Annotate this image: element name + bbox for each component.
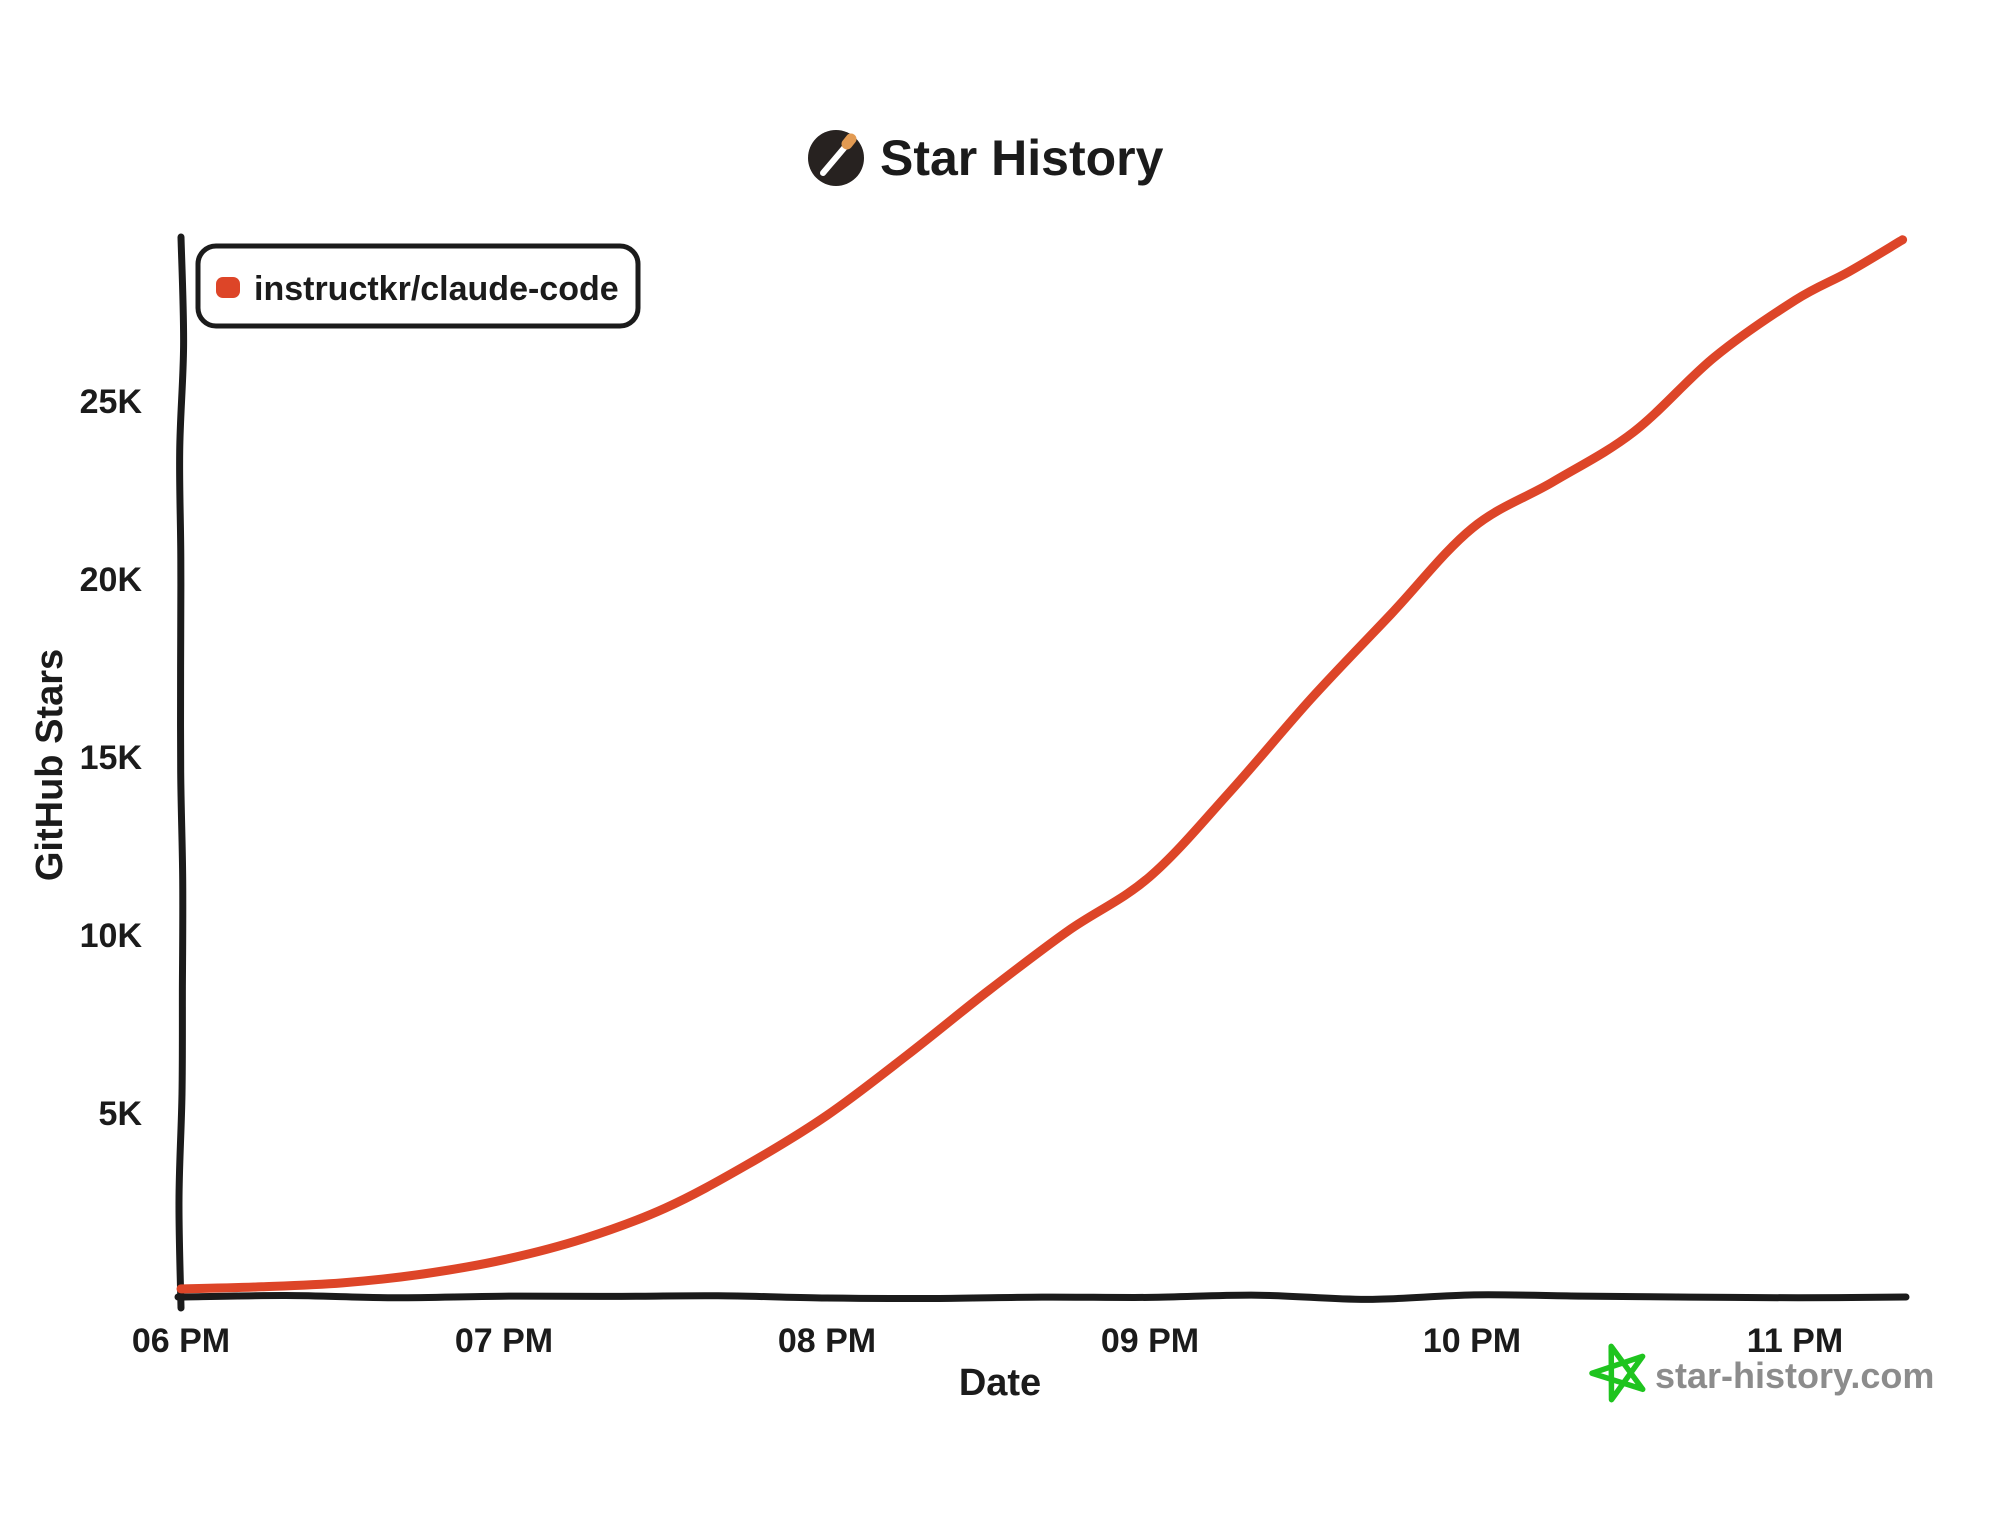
x-tick-label-06pm: 06 PM [132, 1322, 230, 1360]
legend-box [195, 243, 641, 329]
y-tick-label-25k: 25K [80, 383, 143, 421]
x-axis-line [174, 1291, 1910, 1303]
y-tick-label-5k: 5K [99, 1095, 143, 1133]
legend-label: instructkr/claude-code [254, 270, 619, 308]
x-tick-label-07pm: 07 PM [455, 1322, 553, 1360]
chart-header: Star History [808, 130, 1164, 186]
legend: instructkr/claude-code [195, 243, 641, 329]
chart-title: Star History [880, 130, 1164, 186]
y-axis-label: GitHub Stars [29, 649, 71, 881]
x-tick-label-10pm: 10 PM [1423, 1322, 1521, 1360]
star-history-logo-icon [808, 130, 864, 186]
logo-slash [820, 144, 848, 176]
x-tick-label-11pm: 11 PM [1747, 1322, 1843, 1360]
x-tick-label-08pm: 08 PM [778, 1322, 876, 1360]
watermark: star-history.com [1589, 1343, 1934, 1403]
series-line [176, 235, 1908, 1294]
x-tick-label-09pm: 09 PM [1101, 1322, 1199, 1360]
y-tick-labels: 5K 10K 15K 20K 25K [80, 383, 143, 1133]
logo-star-tip [841, 133, 857, 150]
y-tick-label-15k: 15K [80, 739, 143, 777]
y-axis-line [175, 233, 188, 1312]
green-doodle-star-path [1589, 1343, 1646, 1403]
legend-swatch [216, 277, 240, 298]
x-tick-labels: 06 PM 07 PM 08 PM 09 PM 10 PM 11 PM [132, 1322, 1843, 1360]
y-tick-label-10k: 10K [80, 917, 143, 955]
axes [174, 233, 1910, 1312]
x-axis-label: Date [959, 1362, 1041, 1404]
watermark-star-icon [1589, 1343, 1646, 1403]
y-tick-label-20k: 20K [80, 561, 143, 599]
series-lines [176, 235, 1908, 1294]
watermark-text: star-history.com [1655, 1355, 1934, 1396]
